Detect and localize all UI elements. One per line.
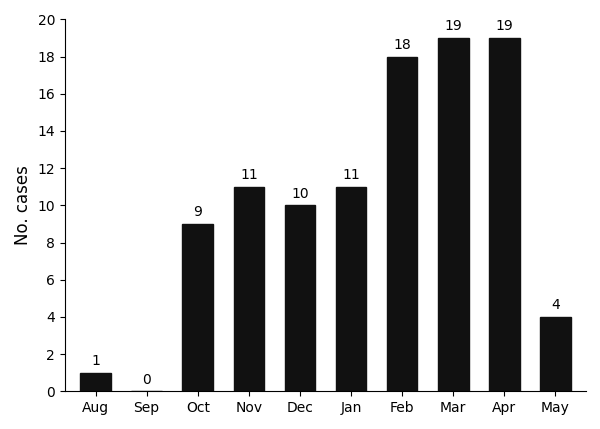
Text: 19: 19 (445, 19, 462, 33)
Bar (540, 317, 571, 391)
Text: 11: 11 (342, 168, 360, 182)
Text: 1: 1 (91, 354, 100, 368)
Bar (336, 187, 367, 391)
Bar (438, 38, 469, 391)
Bar (489, 38, 520, 391)
Bar (387, 57, 418, 391)
Bar (284, 205, 315, 391)
Text: 18: 18 (393, 38, 411, 52)
Text: 10: 10 (291, 187, 309, 201)
Text: 9: 9 (193, 205, 202, 219)
Y-axis label: No. cases: No. cases (14, 166, 32, 245)
Text: 4: 4 (551, 298, 560, 312)
Bar (233, 187, 264, 391)
Text: 11: 11 (240, 168, 258, 182)
Text: 0: 0 (142, 373, 151, 387)
Bar (80, 373, 111, 391)
Bar (182, 224, 213, 391)
Text: 19: 19 (496, 19, 513, 33)
